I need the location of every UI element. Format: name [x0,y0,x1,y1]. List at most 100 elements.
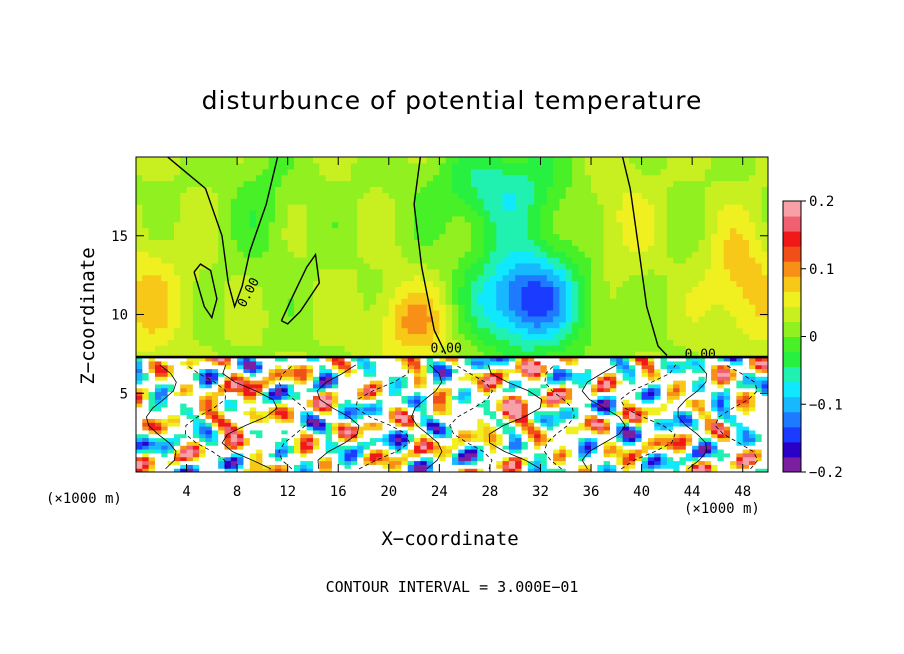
field-cell [218,315,226,323]
field-cell [660,298,668,305]
field-cell [268,268,276,276]
field-cell [262,339,270,346]
field-cell [521,321,529,329]
field-cell [192,403,200,408]
field-cell [173,239,181,246]
field-cell [294,464,301,469]
field-cell [723,309,731,317]
field-cell [742,168,750,176]
field-cell [338,204,346,211]
field-cell [350,368,358,373]
field-cell [281,445,289,450]
field-cell [445,418,453,423]
field-cell [565,309,573,317]
field-cell [698,298,706,305]
field-cell [142,387,150,393]
field-cell [730,204,737,211]
field-cell [350,174,358,182]
field-cell [192,227,200,235]
field-cell [546,345,554,352]
field-cell [420,204,428,211]
field-cell [275,204,282,211]
field-cell [154,395,162,400]
field-cell [192,233,200,240]
field-cell [218,180,226,188]
field-cell [344,251,352,258]
field-cell [445,162,453,170]
field-cell [243,418,251,423]
field-cell [704,233,712,240]
field-cell [319,309,327,317]
field-cell [350,333,358,340]
field-cell [685,198,693,205]
field-cell [730,221,737,229]
field-cell [578,251,586,258]
field-cell [344,468,352,472]
field-cell [237,209,245,217]
field-cell [344,403,352,408]
field-cell [445,321,453,329]
field-cell [331,456,339,462]
field-cell [445,345,453,352]
field-cell [331,333,339,340]
field-cell [591,280,598,288]
field-cell [268,468,276,472]
field-cell [192,410,200,416]
field-cell [673,157,681,164]
field-cell [382,280,390,288]
field-cell [205,204,213,211]
field-cell [458,239,466,246]
field-cell [192,406,200,412]
field-cell [553,215,561,223]
field-cell [553,245,561,252]
field-cell [414,333,421,340]
field-cell [300,376,308,381]
field-cell [736,298,744,305]
field-cell [540,280,548,288]
field-cell [407,209,415,217]
field-cell [464,209,472,217]
field-cell [477,245,485,252]
field-cell [439,351,447,358]
field-cell [192,376,200,381]
field-cell [363,298,371,305]
field-cell [154,251,162,258]
field-cell [477,298,485,305]
field-cell [369,274,377,282]
field-cell [224,418,232,423]
field-cell [622,304,630,311]
field-cell [142,180,150,188]
field-cell [534,298,542,305]
field-cell [572,215,579,223]
field-cell [199,180,207,188]
field-cell [546,327,554,335]
field-cell [388,280,396,288]
field-cell [628,309,636,317]
field-cell [211,274,219,282]
field-cell [445,376,453,381]
field-cell [736,345,744,352]
field-cell [470,315,478,323]
field-cell [180,418,188,423]
field-cell [477,174,485,182]
field-cell [161,372,169,377]
field-cell [161,445,169,450]
field-cell [281,157,289,164]
field-cell [376,168,384,176]
field-cell [439,209,447,217]
field-cell [704,174,712,182]
field-cell [414,437,421,442]
field-cell [167,315,175,323]
field-cell [173,304,181,311]
field-cell [730,227,737,235]
field-cell [414,426,421,431]
field-cell [470,245,478,252]
field-cell [395,429,403,435]
field-cell [521,286,529,293]
field-cell [395,449,403,454]
field-cell [173,221,181,229]
field-cell [426,174,434,182]
field-cell [211,245,219,252]
field-cell [331,445,339,450]
field-cell [256,315,263,323]
